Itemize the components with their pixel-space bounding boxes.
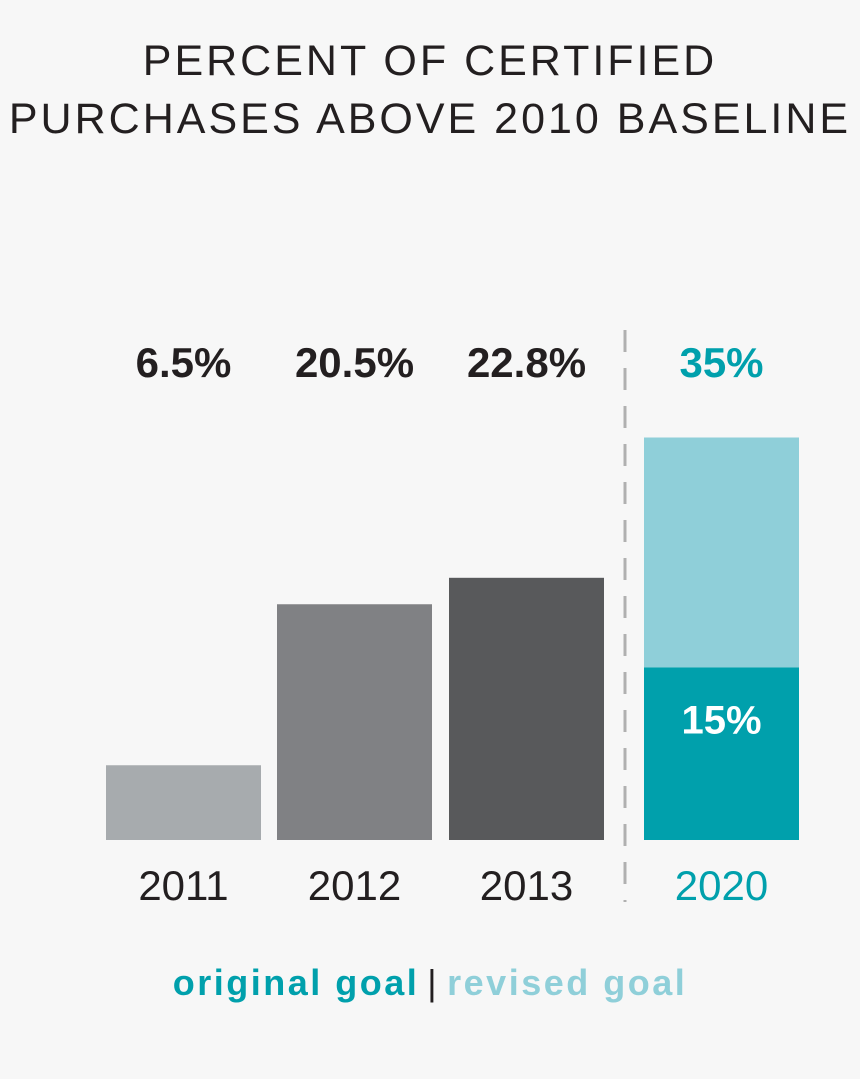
bar-2013: [449, 577, 604, 840]
legend-original-goal: original goal: [172, 962, 420, 1003]
legend-revised-goal: revised goal: [447, 962, 688, 1003]
bar-2012: [277, 604, 432, 840]
value-label-2013: 22.8%: [467, 339, 586, 386]
category-label-2011: 2011: [138, 862, 228, 909]
chart-title-line-1: PERCENT OF CERTIFIED: [142, 37, 718, 85]
bar-2011: [106, 765, 261, 840]
value-label-2012: 20.5%: [295, 339, 414, 386]
category-label-2012: 2012: [308, 862, 401, 909]
category-label-2013: 2013: [480, 862, 573, 909]
value-labels-group: 6.5% 20.5% 22.8% 15% 35%: [136, 339, 764, 743]
legend: original goal | revised goal: [0, 962, 860, 1004]
chart-title-line-2: PURCHASES ABOVE 2010 BASELINE: [8, 95, 852, 143]
value-label-2020: 35%: [679, 339, 763, 386]
legend-separator: |: [427, 962, 440, 1003]
value-label-2011: 6.5%: [136, 339, 232, 386]
category-label-2020: 2020: [675, 862, 768, 909]
bars-group: [106, 437, 799, 840]
chart-title: PERCENT OF CERTIFIED PURCHASES ABOVE 201…: [0, 32, 860, 148]
category-labels-group: 2011 2012 2013 2020: [138, 862, 768, 909]
original-goal-label: 15%: [681, 699, 761, 743]
bar-2020-original-goal: [644, 667, 799, 840]
bar-chart: 6.5% 20.5% 22.8% 15% 35% 2011 2012 2013 2020: [106, 330, 799, 909]
